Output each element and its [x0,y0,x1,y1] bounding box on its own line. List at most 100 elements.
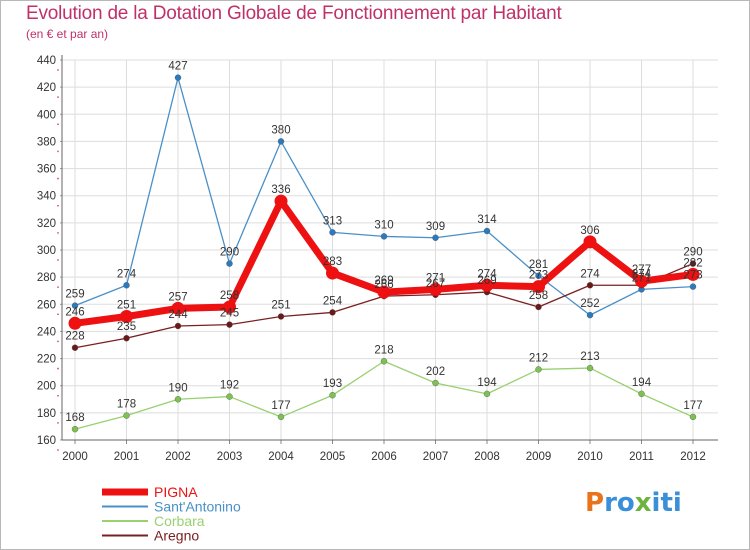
logo-letter: i [651,488,661,518]
series-layer [68,74,700,433]
y-tick-label: 360 [37,164,56,176]
data-point [686,267,700,281]
data-label: 277 [632,264,651,276]
data-point [586,311,594,319]
data-point [638,390,645,398]
y-minor-dot [57,394,59,397]
data-label: 213 [580,351,599,363]
data-point [174,322,182,330]
data-label: 281 [529,259,548,271]
y-tick-label: 280 [37,272,56,284]
y-tick-label: 180 [37,408,56,420]
data-label: 257 [168,291,187,303]
data-point [689,283,697,290]
data-label: 283 [323,256,342,268]
y-tick-label: 380 [37,136,56,148]
data-point [380,233,388,240]
data-label: 310 [374,219,393,231]
data-point [480,278,494,292]
y-minor-dot [57,259,59,261]
x-tick-label: 2012 [680,451,706,463]
data-point [120,310,133,323]
x-tick-label: 2006 [371,451,397,463]
x-tick-label: 2002 [165,451,191,463]
axes [57,55,718,451]
data-point [174,396,182,403]
chart-subtitle: (en € et par an) [26,27,109,41]
data-label: 177 [683,400,702,412]
data-point [689,413,697,421]
data-point [123,335,130,342]
data-label: 192 [220,380,239,392]
legend-label: PIGNA [154,484,198,500]
logo-letter: t [660,488,673,518]
legend-label: Corbara [154,513,205,529]
data-point [123,282,130,289]
data-label: 306 [580,225,599,237]
data-point [535,303,542,311]
data-point [71,344,79,351]
data-point [432,234,439,241]
data-label: 245 [220,308,239,320]
data-label: 271 [426,272,445,284]
x-tick-label: 2010 [577,451,603,463]
data-label: 282 [683,257,702,269]
data-label: 314 [477,214,497,226]
y-minor-dot [57,449,59,451]
data-label: 228 [65,331,84,343]
data-point [326,266,339,280]
y-tick-label: 160 [37,435,56,447]
proxiti-logo: Proxiti [585,488,682,518]
data-point [71,302,79,309]
data-label: 194 [477,377,497,389]
data-point [277,138,285,145]
x-tick-label: 2008 [474,451,500,463]
data-label: 427 [168,61,187,73]
logo-letter: x [634,488,652,518]
data-point [329,229,336,236]
x-tick-label: 2009 [526,451,552,463]
y-tick-label: 300 [37,245,56,257]
data-point [432,379,439,387]
data-point [429,282,442,296]
data-label: 168 [65,412,84,424]
data-point [635,274,648,288]
data-label: 218 [374,344,393,356]
y-tick-label: 440 [37,55,56,67]
data-label: 269 [374,275,393,287]
y-minor-dot [57,96,59,99]
y-tick-label: 260 [37,299,56,311]
data-label: 290 [683,247,702,259]
data-point [583,235,597,249]
data-point [535,366,542,373]
data-point [377,285,391,299]
y-minor-dot [57,204,59,207]
x-tick-label: 2004 [268,451,294,463]
y-tick-label: 320 [37,218,56,230]
data-label: 269 [477,275,496,287]
logo-letter: P [585,488,605,518]
data-label: 235 [117,321,136,333]
data-label: 259 [65,289,84,301]
y-minor-dot [57,340,59,343]
data-point [226,260,233,267]
data-point [532,280,545,294]
data-label: 273 [683,270,702,282]
data-label: 309 [426,221,445,233]
data-label: 194 [632,377,652,389]
data-label: 271 [632,272,651,284]
data-label: 177 [271,400,290,412]
x-tick-label: 2000 [62,451,88,463]
data-label: 258 [529,290,548,302]
data-point [483,390,491,398]
data-point [483,227,491,235]
y-tick-label: 220 [37,354,56,366]
data-label: 193 [323,378,342,390]
data-label: 273 [529,270,548,282]
y-minor-dot [57,69,59,71]
data-label: 274 [117,268,137,280]
data-label: 274 [580,268,600,280]
data-point [586,282,594,289]
